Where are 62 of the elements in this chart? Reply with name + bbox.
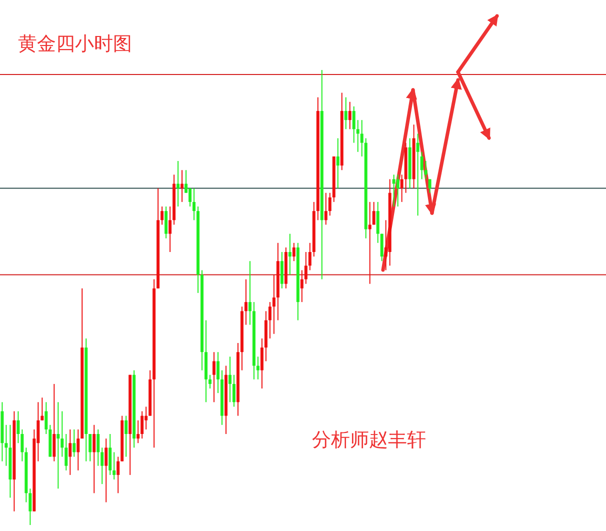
candlestick bbox=[336, 138, 340, 189]
candlestick bbox=[28, 488, 32, 526]
candlestick bbox=[68, 428, 72, 476]
candlestick bbox=[348, 101, 352, 130]
candlestick bbox=[76, 428, 80, 471]
candlestick bbox=[344, 96, 348, 130]
candlestick bbox=[356, 120, 360, 152]
candlestick bbox=[104, 438, 108, 503]
candlestick bbox=[188, 188, 192, 207]
chart-title: 黄金四小时图 bbox=[18, 33, 132, 55]
candlestick bbox=[268, 302, 272, 339]
candlestick bbox=[44, 402, 48, 434]
candlestick bbox=[208, 374, 212, 389]
candlestick bbox=[60, 410, 64, 458]
candlestick bbox=[16, 410, 20, 444]
candlestick bbox=[56, 402, 60, 490]
candlestick bbox=[272, 274, 276, 334]
candlestick bbox=[324, 192, 328, 226]
candlestick bbox=[372, 201, 376, 226]
candlestick bbox=[212, 352, 216, 403]
candlestick bbox=[176, 160, 180, 207]
candlestick bbox=[100, 447, 104, 485]
candlestick bbox=[376, 201, 380, 244]
candlestick bbox=[124, 415, 128, 458]
candlestick bbox=[352, 106, 356, 144]
candlestick bbox=[92, 424, 96, 494]
candlestick bbox=[256, 356, 260, 380]
candlestick bbox=[64, 434, 68, 471]
candlestick bbox=[144, 406, 148, 430]
candlestick bbox=[300, 270, 304, 303]
candlestick bbox=[168, 206, 172, 252]
candlestick bbox=[232, 374, 236, 408]
candlestick bbox=[328, 192, 332, 216]
candlestick bbox=[304, 252, 308, 284]
candlestick bbox=[288, 233, 292, 276]
candlestick bbox=[72, 428, 76, 458]
candlestick bbox=[248, 260, 252, 326]
candlestick bbox=[360, 120, 364, 157]
candlestick bbox=[308, 242, 312, 271]
candlestick bbox=[20, 428, 24, 462]
candlestick bbox=[88, 434, 92, 462]
annotation: 分析师赵丰轩 bbox=[312, 429, 426, 451]
candlestick bbox=[368, 201, 372, 284]
candlestick bbox=[108, 434, 112, 476]
candlestick bbox=[40, 397, 44, 421]
candlestick bbox=[96, 428, 100, 466]
candlestick bbox=[292, 242, 296, 262]
candlestick bbox=[4, 424, 8, 466]
candlestick bbox=[260, 338, 264, 389]
candlestick bbox=[192, 188, 196, 221]
candlestick bbox=[52, 383, 56, 462]
candlestick bbox=[140, 410, 144, 440]
candlestick bbox=[160, 206, 164, 226]
candlestick bbox=[112, 452, 116, 480]
candlestick bbox=[180, 170, 184, 202]
candlestick bbox=[216, 352, 220, 394]
candlestick bbox=[136, 420, 140, 444]
candlestick bbox=[164, 206, 168, 239]
candlestick bbox=[280, 252, 284, 289]
candlestick bbox=[244, 278, 248, 326]
candlestick bbox=[116, 456, 120, 494]
candlestick bbox=[228, 356, 232, 403]
